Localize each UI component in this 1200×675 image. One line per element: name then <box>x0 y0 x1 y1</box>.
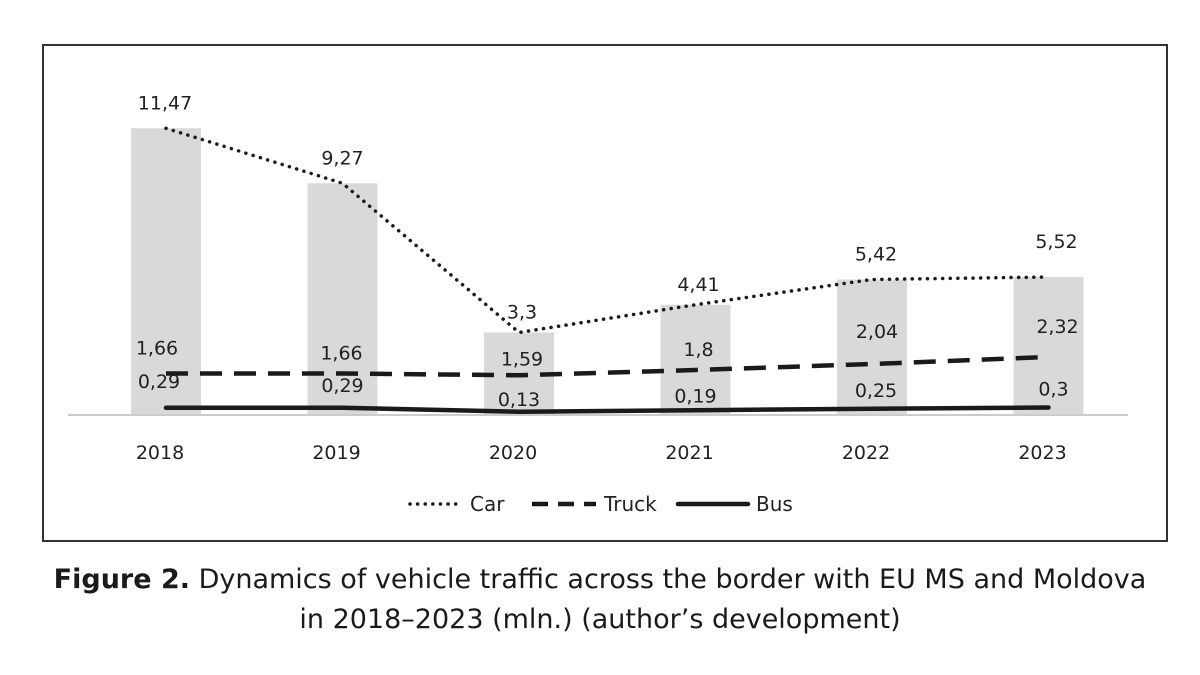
data-label-car-2023: 5,52 <box>1035 231 1077 253</box>
x-tick-2018: 2018 <box>136 442 184 464</box>
data-label-car-2021: 4,41 <box>677 274 719 296</box>
data-label-truck-2023: 2,32 <box>1036 316 1078 338</box>
data-label-bus-2022: 0,25 <box>855 380 897 402</box>
data-label-car-2022: 5,42 <box>855 244 897 266</box>
bars-layer <box>131 128 1084 415</box>
figure-caption: Figure 2. Dynamics of vehicle traffic ac… <box>0 560 1200 640</box>
bar-2019 <box>307 183 378 415</box>
x-tick-2023: 2023 <box>1018 442 1066 464</box>
data-label-car-2018: 11,47 <box>138 92 192 114</box>
series-line-truck <box>166 354 1049 378</box>
caption-text-1: Dynamics of vehicle traffic across the b… <box>190 564 1147 595</box>
labels-layer: 11,47 9,27 3,3 4,41 5,42 5,52 1,66 1,66 1,59 1,8 2… <box>136 92 1079 411</box>
bar-2021 <box>660 304 731 415</box>
caption-line-2: in 2018–2023 (mln.) (author’s developmen… <box>299 604 901 635</box>
legend-label-car: Car <box>470 492 505 516</box>
bar-2023 <box>1013 277 1084 415</box>
series-line-car <box>164 126 1051 335</box>
data-label-truck-2021: 1,8 <box>683 339 713 361</box>
data-label-truck-2019: 1,66 <box>320 343 362 365</box>
data-label-truck-2018: 1,66 <box>136 338 178 360</box>
data-label-truck-2022: 2,04 <box>856 321 898 343</box>
lines-layer <box>163 126 1051 414</box>
data-label-car-2019: 9,27 <box>321 147 363 169</box>
bar-2018 <box>131 128 201 415</box>
data-label-car-2020: 3,3 <box>507 302 537 324</box>
series-line-bus <box>163 405 1051 414</box>
chart-svg: 11,47 9,27 3,3 4,41 5,42 5,52 1,66 1,66 1,59 1,8 2… <box>68 92 1128 516</box>
data-label-bus-2021: 0,19 <box>674 385 716 407</box>
x-tick-2020: 2020 <box>489 442 537 464</box>
data-label-bus-2020: 0,13 <box>498 389 540 411</box>
data-label-bus-2023: 0,3 <box>1038 379 1068 401</box>
legend-label-truck: Truck <box>603 492 657 516</box>
data-label-bus-2018: 0,29 <box>138 371 180 393</box>
caption-line-1: Figure 2. Dynamics of vehicle traffic ac… <box>0 560 1200 600</box>
legend: Car Truck Bus <box>408 492 793 516</box>
x-tick-2019: 2019 <box>312 442 360 464</box>
ticks-layer: 2018 2019 2020 2021 2022 2023 <box>136 442 1067 464</box>
x-tick-2022: 2022 <box>842 442 890 464</box>
x-tick-2021: 2021 <box>665 442 713 464</box>
data-label-truck-2020: 1,59 <box>501 348 543 370</box>
legend-label-bus: Bus <box>756 492 793 516</box>
figure-label: Figure 2. <box>53 564 190 595</box>
bar-2022 <box>837 279 907 415</box>
chart-frame: 11,47 9,27 3,3 4,41 5,42 5,52 1,66 1,66 1,59 1,8 2… <box>42 44 1168 542</box>
data-label-bus-2019: 0,29 <box>321 375 363 397</box>
